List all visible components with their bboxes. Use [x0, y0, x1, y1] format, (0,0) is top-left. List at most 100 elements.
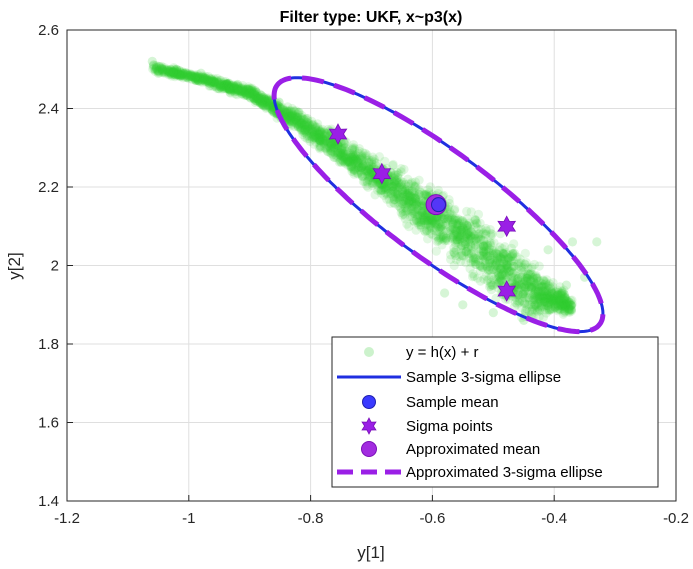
sample-point	[558, 295, 569, 305]
sample-point	[441, 233, 451, 243]
sample-point	[455, 233, 466, 243]
sample-point	[348, 144, 358, 154]
sample-point	[169, 67, 179, 77]
sample-point	[314, 133, 324, 143]
sample-point	[501, 264, 511, 274]
sample-point	[323, 147, 333, 157]
sample-point	[301, 117, 311, 128]
sample-point	[349, 145, 359, 155]
sample-point	[522, 273, 533, 284]
sample-point	[532, 273, 542, 283]
sample-point	[291, 118, 301, 128]
sample-point	[488, 248, 498, 258]
sample-point	[253, 92, 263, 103]
sample-point	[455, 215, 465, 225]
sample-point	[558, 287, 568, 297]
sample-point	[388, 182, 398, 192]
sample-point	[335, 150, 345, 160]
sample-point	[320, 131, 330, 141]
sample-point	[470, 257, 480, 267]
sample-point	[559, 300, 570, 310]
sample-point	[546, 296, 556, 306]
sample-point	[448, 214, 458, 225]
sample-point	[389, 178, 399, 188]
sample-point	[321, 136, 331, 146]
sample-point	[484, 256, 494, 266]
sample-point	[265, 100, 275, 110]
sample-point	[367, 157, 377, 167]
sample-point	[499, 249, 509, 259]
sample-point	[476, 224, 486, 234]
sample-point	[286, 114, 296, 124]
sample-point	[426, 223, 436, 233]
sample-point	[404, 196, 415, 206]
sample-point	[411, 193, 421, 203]
sample-point	[391, 180, 402, 190]
sample-point	[534, 294, 544, 304]
sample-point	[222, 79, 232, 89]
sample-point	[401, 207, 411, 217]
sample-point	[455, 226, 465, 236]
sample-point	[233, 84, 243, 94]
sample-point	[500, 269, 510, 280]
sample-point	[203, 76, 213, 86]
sample-point	[502, 271, 512, 282]
sample-point	[548, 304, 559, 314]
sample-point	[325, 137, 335, 147]
sample-point	[224, 78, 234, 89]
sample-point	[377, 185, 387, 195]
sample-point	[411, 199, 421, 209]
sample-point	[480, 241, 491, 251]
sample-point	[466, 207, 476, 217]
sample-point	[447, 213, 457, 223]
sample-point	[523, 269, 533, 279]
sample-point	[150, 65, 160, 75]
sample-point	[546, 291, 556, 301]
sample-point	[452, 234, 462, 244]
sample-point	[477, 262, 487, 272]
sample-point	[255, 97, 265, 107]
sample-point	[196, 72, 206, 82]
sample-point	[323, 142, 333, 152]
sample-point	[310, 133, 320, 143]
sample-point	[166, 64, 176, 75]
sample-point	[383, 177, 393, 187]
sample-point	[295, 120, 305, 130]
sample-point	[453, 218, 463, 228]
sample-point	[233, 80, 243, 90]
sample-point	[232, 85, 243, 95]
sample-point	[418, 210, 428, 220]
sample-point	[470, 215, 480, 225]
sample-point	[362, 166, 372, 176]
sample-point	[532, 291, 543, 302]
sample-point	[544, 279, 555, 289]
sample-point	[214, 80, 224, 90]
sample-point	[258, 99, 268, 109]
sample-point	[169, 69, 179, 79]
sample-point	[326, 138, 336, 148]
sample-point	[291, 114, 301, 124]
sample-point	[468, 255, 478, 265]
sample-point	[400, 186, 410, 196]
sample-point	[244, 88, 254, 98]
sample-point	[478, 228, 488, 238]
sample-point	[409, 206, 419, 216]
sample-point	[419, 215, 430, 226]
sample-point	[530, 287, 540, 297]
sample-point	[538, 275, 549, 285]
sample-point	[208, 76, 218, 86]
sample-point	[404, 188, 414, 198]
sample-point	[307, 116, 317, 126]
sample-point	[517, 279, 527, 289]
sample-point	[182, 70, 192, 80]
sample-point	[219, 80, 229, 90]
sample-point	[171, 70, 181, 80]
sample-point	[210, 81, 220, 91]
sample-point	[371, 158, 381, 168]
sample-point	[529, 295, 539, 305]
sample-point	[491, 266, 501, 276]
sample-point	[538, 286, 548, 296]
sample-point	[208, 76, 218, 87]
sample-point	[350, 165, 360, 175]
sample-point	[541, 281, 552, 292]
